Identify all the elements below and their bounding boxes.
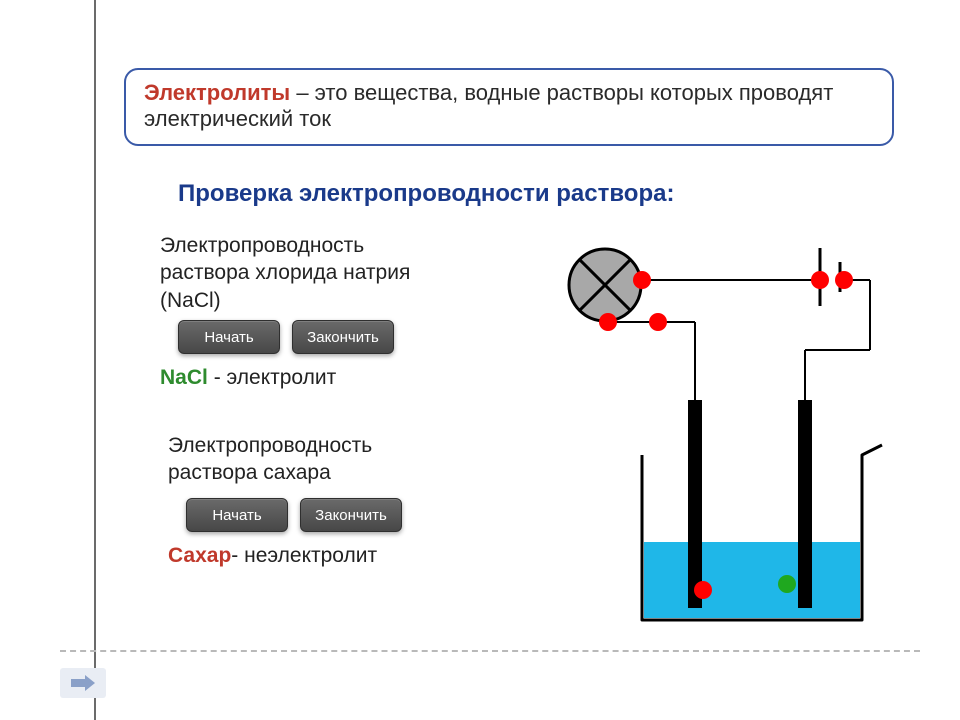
left-vertical-rule: [94, 0, 96, 720]
exp2-label: Электропроводность раствора сахара: [168, 432, 448, 487]
exp1-label: Электропроводность раствора хлорида натр…: [160, 232, 440, 314]
nav-prev-button[interactable]: [60, 668, 106, 698]
subtitle: Проверка электропроводности раствора:: [178, 180, 898, 208]
exp1-result-tail: - электролит: [208, 366, 336, 389]
circuit-diagram: [530, 230, 910, 650]
definition-term: Электролиты: [144, 80, 290, 105]
definition-box: Электролиты – это вещества, водные раств…: [124, 68, 894, 146]
exp2-buttons: Начать Закончить: [186, 498, 402, 532]
exp1-result: NaCl - электролит: [160, 366, 336, 390]
exp2-finish-button[interactable]: Закончить: [300, 498, 402, 532]
exp1-finish-button[interactable]: Закончить: [292, 320, 394, 354]
exp1-start-button[interactable]: Начать: [178, 320, 280, 354]
arrow-right-icon: [69, 674, 97, 692]
exp2-result-subject: Сахар: [168, 544, 231, 567]
footer-dashed-rule: [60, 650, 920, 652]
exp2-result-tail: - неэлектролит: [231, 544, 377, 567]
exp1-buttons: Начать Закончить: [178, 320, 394, 354]
exp1-result-subject: NaCl: [160, 366, 208, 389]
exp2-result: Сахар- неэлектролит: [168, 544, 377, 568]
exp2-start-button[interactable]: Начать: [186, 498, 288, 532]
